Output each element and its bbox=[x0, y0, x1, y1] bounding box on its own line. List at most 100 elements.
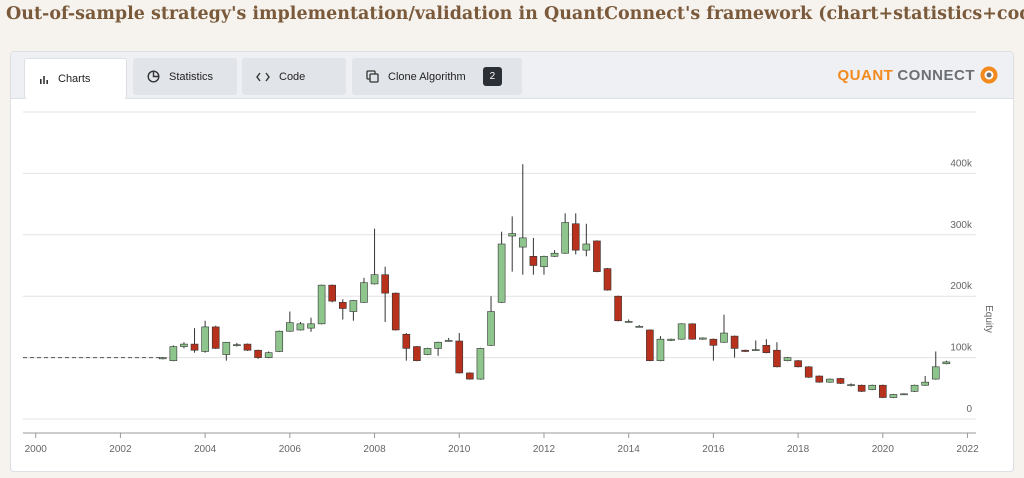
candle-body bbox=[677, 323, 686, 340]
candle-body bbox=[201, 326, 209, 352]
x-tick-label: 2022 bbox=[956, 444, 979, 455]
candle-body bbox=[423, 348, 432, 355]
candle-body bbox=[582, 243, 591, 251]
candle-body bbox=[815, 375, 824, 383]
icon bbox=[256, 72, 270, 81]
candle-body bbox=[169, 346, 178, 361]
candle-body bbox=[180, 343, 188, 347]
x-tick-label: 2016 bbox=[702, 444, 725, 455]
candle-body bbox=[571, 223, 580, 251]
y-tick-label: 100k bbox=[950, 343, 973, 354]
x-tick-label: 2020 bbox=[872, 444, 895, 455]
candle-body bbox=[508, 233, 517, 237]
y-tick-label: 200k bbox=[950, 281, 973, 292]
candle-body bbox=[444, 340, 453, 342]
candle-body bbox=[847, 384, 855, 386]
candle-body bbox=[730, 335, 739, 349]
candle-body bbox=[317, 284, 326, 325]
candle-body bbox=[910, 384, 919, 392]
x-tick-label: 2000 bbox=[25, 444, 48, 455]
candle-body bbox=[243, 343, 252, 351]
candle-body bbox=[455, 340, 464, 374]
candle-body bbox=[402, 333, 411, 349]
tab-label: Statistics bbox=[169, 70, 214, 83]
candle-body bbox=[794, 360, 802, 368]
candle-body bbox=[646, 329, 654, 361]
candle-body bbox=[296, 323, 305, 331]
icon bbox=[40, 76, 48, 84]
candle-body bbox=[900, 393, 908, 396]
candle-body bbox=[921, 381, 929, 386]
candle-body bbox=[762, 345, 771, 353]
candle-body bbox=[667, 338, 675, 341]
tab-clone[interactable]: Clone Algorithm 2 bbox=[352, 58, 522, 95]
candle-body bbox=[931, 366, 940, 380]
candle-body bbox=[476, 348, 485, 380]
candle-body bbox=[338, 302, 347, 309]
candle-body bbox=[254, 349, 262, 358]
candle-body bbox=[158, 357, 167, 360]
candle-body bbox=[349, 300, 358, 312]
candle-body bbox=[751, 349, 760, 351]
candle-body bbox=[466, 372, 474, 380]
candle-body bbox=[275, 330, 284, 352]
icon bbox=[147, 70, 160, 83]
tab-label: Charts bbox=[58, 73, 91, 85]
x-tick-label: 2018 bbox=[787, 444, 810, 455]
candle-body bbox=[264, 352, 273, 358]
candle-body bbox=[540, 255, 548, 268]
candle-body bbox=[222, 341, 231, 355]
candle-body bbox=[487, 311, 495, 346]
candle-body bbox=[826, 378, 834, 383]
candle-body bbox=[720, 332, 728, 343]
candle-body bbox=[836, 378, 845, 384]
y-tick-label: 0 bbox=[966, 404, 972, 415]
candle-body bbox=[804, 366, 813, 378]
candle-body bbox=[688, 323, 697, 340]
tab-label: Code bbox=[279, 70, 306, 83]
candle-body bbox=[391, 292, 400, 331]
candle-body bbox=[518, 237, 527, 248]
candle-body bbox=[857, 384, 866, 392]
candle-body bbox=[233, 344, 241, 347]
candle-body bbox=[497, 243, 506, 303]
candle-body bbox=[942, 361, 951, 365]
page-title: Out-of-sample strategy's implementation/… bbox=[6, 4, 1024, 24]
candle-body bbox=[550, 252, 559, 257]
candle-body bbox=[783, 357, 792, 361]
x-tick-label: 2004 bbox=[194, 444, 217, 455]
icon bbox=[366, 70, 379, 83]
logo-text: QUANT bbox=[837, 66, 894, 84]
x-tick-label: 2002 bbox=[109, 444, 132, 455]
tab-bar: Charts Statistics Code Clone Algorithm 2… bbox=[11, 52, 1013, 99]
candle-body bbox=[635, 325, 644, 328]
badge: 2 bbox=[482, 67, 503, 86]
candle-body bbox=[889, 394, 898, 398]
y-tick-label: 300k bbox=[950, 220, 973, 231]
x-tick-label: 2008 bbox=[363, 444, 386, 455]
candle-body bbox=[699, 337, 707, 340]
tab-label: Clone Algorithm bbox=[388, 70, 466, 83]
x-tick-label: 2012 bbox=[533, 444, 556, 455]
x-tick-label: 2010 bbox=[448, 444, 471, 455]
candle-body bbox=[370, 274, 379, 285]
candle-body bbox=[211, 326, 220, 349]
candle-body bbox=[624, 321, 633, 323]
candle-body bbox=[593, 240, 601, 272]
candle-body bbox=[603, 268, 612, 291]
x-tick-label: 2006 bbox=[279, 444, 302, 455]
logo-icon bbox=[980, 66, 998, 84]
candle-body bbox=[529, 255, 538, 266]
candle-body bbox=[381, 274, 389, 294]
x-tick-label: 2014 bbox=[618, 444, 641, 455]
y-tick-label: 400k bbox=[950, 158, 973, 169]
tab-code[interactable]: Code bbox=[242, 58, 346, 95]
candle-body bbox=[413, 346, 421, 361]
candle-body bbox=[561, 222, 569, 254]
chart: Equity 0 100k 200k 300k 400k 2000 2002 2004 2006… bbox=[23, 111, 994, 455]
candle-body bbox=[709, 338, 718, 346]
tab-statistics[interactable]: Statistics bbox=[133, 58, 237, 95]
tab-charts[interactable]: Charts bbox=[24, 58, 127, 99]
candle-body bbox=[360, 282, 368, 303]
candle-body bbox=[879, 384, 887, 398]
